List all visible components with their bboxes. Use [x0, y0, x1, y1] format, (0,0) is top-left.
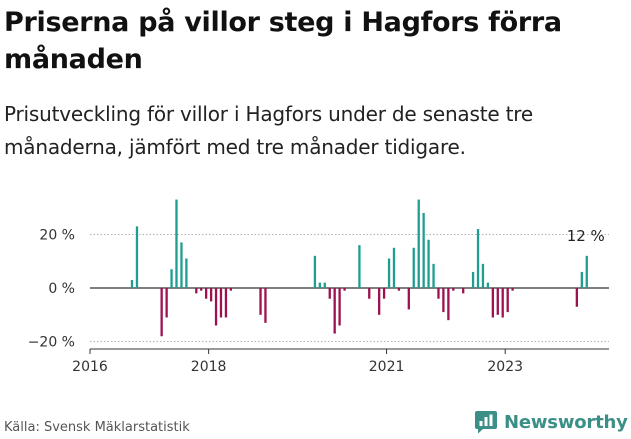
chart-bar	[224, 288, 228, 318]
chart-bar	[214, 288, 218, 326]
bar-layer	[130, 199, 588, 337]
x-tick-label: 2016	[72, 359, 108, 375]
chart-bar	[496, 288, 499, 315]
grid-layer: 20 % 0 % −20 %	[28, 227, 609, 351]
chart-bar	[575, 288, 578, 307]
chart-bar	[259, 288, 262, 315]
chart-bar	[442, 288, 445, 313]
chart-bar	[229, 288, 233, 291]
chart-bar	[219, 288, 223, 318]
newsworthy-logo-icon	[475, 411, 497, 434]
chart-bar	[343, 288, 346, 291]
y-tick-label: 20 %	[39, 227, 75, 243]
chart-bar	[511, 288, 514, 291]
chart-bar	[323, 282, 326, 288]
chart-bar	[333, 288, 336, 334]
chart-bar	[501, 288, 504, 318]
chart-bar	[476, 229, 480, 288]
chart-bar	[447, 288, 450, 321]
chart-bar	[397, 288, 401, 291]
chart-bar	[165, 288, 168, 318]
chart-bar	[318, 282, 321, 288]
x-tick-label: 2021	[369, 359, 405, 375]
chart-subtitle: Prisutveckling för villor i Hagfors unde…	[4, 102, 533, 159]
chart-bar	[175, 199, 178, 288]
chart-bar	[313, 255, 317, 288]
brand-name: Newsworthy	[504, 411, 628, 433]
chart-bar	[368, 288, 371, 299]
bar-chart: 20 % 0 % −20 % 2016 2018 2021 2023 12 %	[28, 199, 609, 375]
chart-bar	[358, 245, 361, 288]
chart-bar	[506, 288, 509, 313]
x-tick-label: 2018	[191, 359, 227, 375]
chart-bar	[437, 288, 440, 299]
chart-bar	[427, 239, 430, 288]
chart-bar	[195, 288, 198, 294]
y-tick-label: 0 %	[48, 281, 75, 297]
chart-bar	[160, 288, 163, 337]
chart-bar	[486, 282, 490, 288]
chart-bar	[170, 269, 173, 288]
chart-bar	[491, 288, 495, 318]
chart-bar	[585, 255, 588, 288]
chart-bar	[392, 247, 396, 288]
chart-bar	[471, 271, 475, 288]
chart-bar	[135, 226, 139, 288]
chart-bar	[185, 258, 188, 288]
chart-bar	[264, 288, 267, 323]
chart-bar	[481, 263, 485, 288]
x-tick-label: 2023	[487, 359, 523, 375]
chart-bar	[200, 288, 203, 291]
x-axis: 2016 2018 2021 2023	[72, 348, 609, 375]
chart-bar	[338, 288, 341, 326]
chart-bar	[580, 271, 583, 288]
chart-bar	[417, 199, 420, 288]
chart-bar	[204, 288, 208, 299]
source-note: Källa: Svensk Mäklarstatistik	[4, 420, 190, 435]
chart-bar	[328, 288, 331, 299]
chart-bar	[209, 288, 213, 302]
chart-bar	[378, 288, 381, 315]
chart-bar	[432, 263, 435, 288]
latest-value-annotation: 12 %	[567, 227, 605, 245]
chart-bar	[462, 288, 465, 294]
chart-bar	[422, 212, 425, 288]
chart-bar	[452, 288, 455, 291]
chart-title: Priserna på villor steg i Hagfors förra …	[4, 7, 562, 75]
chart-bar	[387, 258, 391, 288]
chart-bar	[130, 279, 134, 288]
chart-bar	[180, 242, 183, 288]
y-tick-label: −20 %	[28, 335, 75, 351]
brand-logo-group[interactable]: Newsworthy	[474, 409, 628, 435]
chart-bar	[407, 288, 410, 310]
chart-bar	[412, 247, 415, 288]
chart-bar	[382, 288, 386, 299]
